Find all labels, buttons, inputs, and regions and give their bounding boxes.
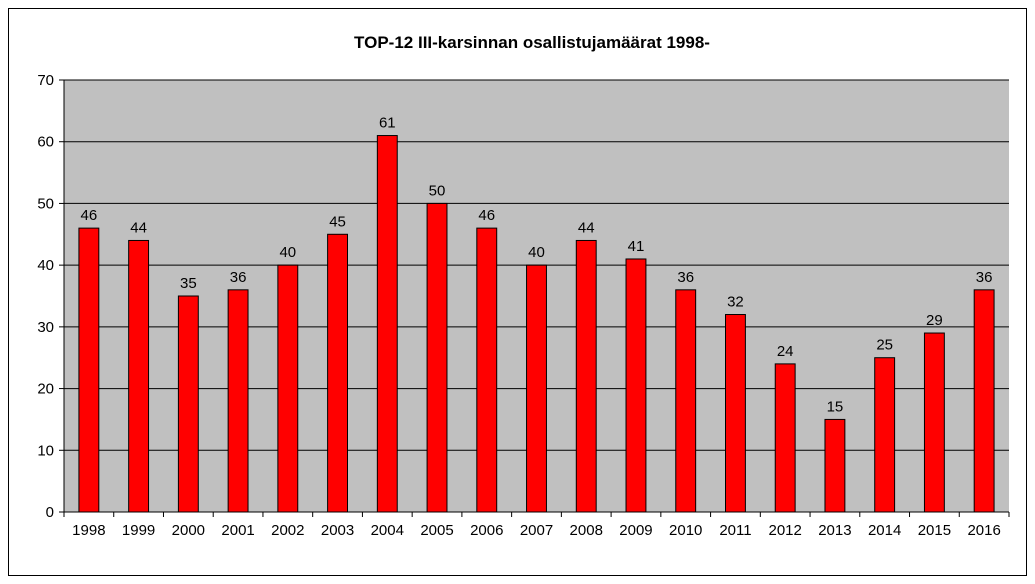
bar-2002 <box>277 264 299 513</box>
x-tick-label-2000: 2000 <box>172 522 205 539</box>
bar-1998 <box>78 227 100 513</box>
data-label-2000: 35 <box>180 275 197 292</box>
data-label-2009: 41 <box>628 238 645 255</box>
bar-2013 <box>824 418 846 513</box>
x-tick-label-2009: 2009 <box>619 522 652 539</box>
x-tick-label-2015: 2015 <box>918 522 951 539</box>
data-labels: 46 44 35 36 40 45 61 50 46 40 44 41 36 32 24 15 25 29 36 <box>81 115 993 416</box>
data-label-2012: 24 <box>777 343 794 360</box>
x-tick-label-2013: 2013 <box>818 522 851 539</box>
data-label-1999: 44 <box>130 219 147 236</box>
data-label-2015: 29 <box>926 312 943 329</box>
x-tick-label-2007: 2007 <box>520 522 553 539</box>
x-tick-label-2001: 2001 <box>221 522 254 539</box>
bar-2007 <box>526 264 547 513</box>
bar-2016 <box>973 289 995 513</box>
data-label-2005: 50 <box>429 182 446 199</box>
y-tick-label: 0 <box>46 504 54 521</box>
axes: 0 10 20 30 40 50 60 70 1998 1999 2000 2001 2002 2003 2… <box>37 72 1010 539</box>
x-tick-label-2008: 2008 <box>570 522 603 539</box>
y-tick-label: 60 <box>37 134 54 151</box>
bar-2012 <box>774 363 796 513</box>
x-tick-label-1998: 1998 <box>72 522 105 539</box>
x-tick-label-2010: 2010 <box>669 522 702 539</box>
y-tick-label: 10 <box>37 442 54 459</box>
data-label-1998: 46 <box>81 207 98 224</box>
bar-2009 <box>625 258 647 513</box>
bar-2014 <box>874 357 896 513</box>
bar-2011 <box>725 314 746 513</box>
data-label-2002: 40 <box>279 244 296 261</box>
x-tick-label-2006: 2006 <box>470 522 503 539</box>
x-tick-label-2003: 2003 <box>321 522 354 539</box>
x-tick-label-2016: 2016 <box>967 522 1000 539</box>
bar-2015 <box>923 332 945 513</box>
data-label-2014: 25 <box>876 337 893 354</box>
data-label-2003: 45 <box>329 213 346 230</box>
x-tick-label-2011: 2011 <box>719 522 751 539</box>
bar-2004 <box>376 135 398 513</box>
x-tick-label-2014: 2014 <box>868 522 901 539</box>
x-tick-label-2002: 2002 <box>271 522 304 539</box>
x-tick-label-2012: 2012 <box>768 522 801 539</box>
bars <box>78 135 995 513</box>
bar-2003 <box>327 233 348 513</box>
data-label-2010: 36 <box>677 269 694 286</box>
data-label-2007: 40 <box>528 244 545 261</box>
bar-1999 <box>128 239 150 513</box>
data-label-2011: 32 <box>727 294 744 311</box>
bar-2006 <box>476 227 498 513</box>
chart-title: TOP-12 III-karsinnan osallistujamäärat 1… <box>354 33 710 52</box>
bar-2008 <box>575 239 597 513</box>
y-tick-label: 20 <box>37 381 54 398</box>
data-label-2016: 36 <box>976 269 993 286</box>
bar-2005 <box>426 202 448 513</box>
y-tick-label: 30 <box>37 319 54 336</box>
y-tick-label: 70 <box>37 72 54 89</box>
data-label-2004: 61 <box>379 115 396 132</box>
x-tick-label-2004: 2004 <box>371 522 404 539</box>
y-tick-label: 50 <box>37 195 54 212</box>
x-tick-label-2005: 2005 <box>420 522 453 539</box>
bar-2000 <box>177 295 199 513</box>
data-label-2006: 46 <box>478 207 495 224</box>
bar-2010 <box>675 289 697 513</box>
data-label-2013: 15 <box>827 398 844 415</box>
bar-2001 <box>227 289 249 513</box>
y-tick-label: 40 <box>37 257 54 274</box>
data-label-2001: 36 <box>230 269 247 286</box>
x-tick-label-1999: 1999 <box>122 522 155 539</box>
data-label-2008: 44 <box>578 219 595 236</box>
